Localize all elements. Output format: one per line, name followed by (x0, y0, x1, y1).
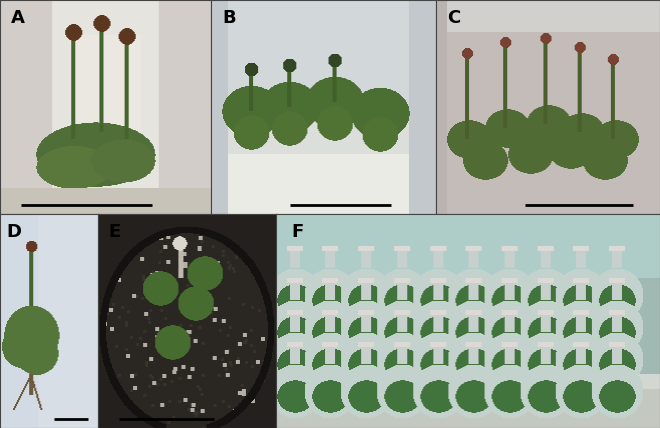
Text: F: F (291, 223, 304, 241)
Text: C: C (447, 9, 460, 27)
Text: B: B (222, 9, 236, 27)
Text: E: E (108, 223, 121, 241)
Text: D: D (7, 223, 22, 241)
Text: A: A (11, 9, 24, 27)
